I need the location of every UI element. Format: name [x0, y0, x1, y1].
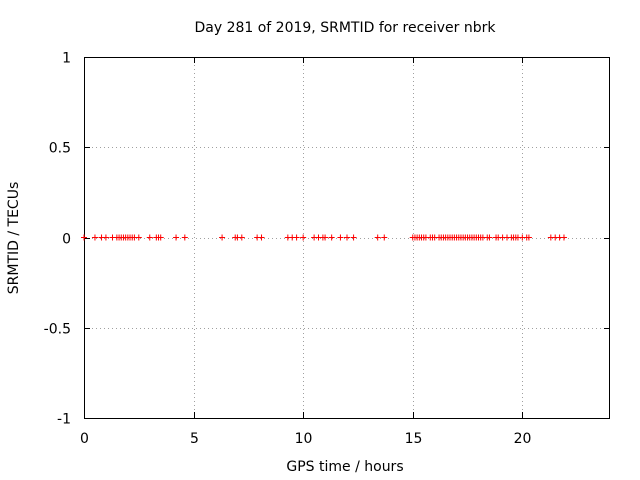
- x-tick-label: 20: [514, 431, 532, 447]
- y-tick-label: 0.5: [49, 141, 71, 157]
- x-tick-label: 0: [80, 431, 89, 447]
- y-axis-label: SRMTID / TECUs: [6, 182, 22, 295]
- data-point: [135, 234, 142, 241]
- data-point: [381, 234, 388, 241]
- data-point: [91, 234, 98, 241]
- data-point: [173, 234, 180, 241]
- y-tick-label: -1: [57, 412, 71, 428]
- x-tick-label: 10: [295, 431, 313, 447]
- data-point: [258, 234, 265, 241]
- data-point: [350, 234, 357, 241]
- data-point: [486, 234, 493, 241]
- y-tick-label: 1: [62, 51, 71, 67]
- data-point: [157, 234, 164, 241]
- data-point: [300, 234, 307, 241]
- data-point: [102, 234, 109, 241]
- ticks: 0 5 10 15 20 -1 -0.5 0 0.5 1: [44, 51, 610, 447]
- x-axis-label: GPS time / hours: [286, 459, 403, 475]
- data-point: [328, 234, 335, 241]
- data-point: [525, 234, 532, 241]
- data-point: [81, 234, 87, 241]
- chart-title: Day 281 of 2019, SRMTID for receiver nbr…: [194, 20, 496, 36]
- data-point: [146, 234, 153, 241]
- data-point: [344, 234, 350, 241]
- y-tick-label: -0.5: [44, 322, 71, 338]
- data-point: [374, 234, 381, 241]
- data-point: [322, 234, 329, 241]
- data-point: [219, 234, 226, 241]
- data-point: [560, 234, 567, 241]
- data-point: [337, 234, 344, 241]
- data-point: [293, 234, 300, 241]
- data-points: [81, 234, 567, 241]
- data-point: [238, 234, 245, 241]
- data-point: [181, 234, 188, 241]
- x-tick-label: 15: [405, 431, 423, 447]
- y-tick-label: 0: [62, 232, 71, 248]
- x-tick-label: 5: [190, 431, 199, 447]
